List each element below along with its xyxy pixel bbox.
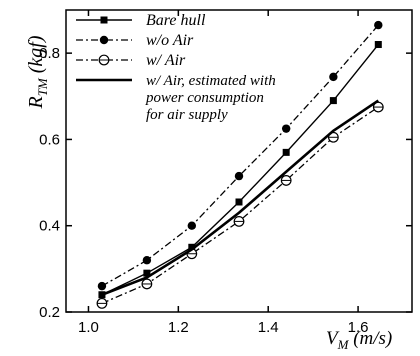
- legend-marker-0: [100, 16, 108, 24]
- series-1-point-2: [187, 221, 197, 230]
- series-2-point-1: [141, 278, 153, 290]
- ticks: 1.0 1.2 1.4 1.6 0.2 0.4 0.6 0.8: [39, 10, 412, 336]
- series-1-point-0: [97, 281, 107, 291]
- series-2-point-3: [233, 215, 245, 227]
- y-tick-label-3: 0.8: [39, 45, 60, 62]
- series-1-point-6: [374, 20, 383, 30]
- legend-label-3-line-1: power consumption: [145, 90, 264, 106]
- legend-marker-2: [98, 54, 110, 66]
- legend-label-0: Bare hull: [146, 12, 206, 29]
- x-tick-label-3: 1.6: [348, 319, 369, 336]
- series-1-point-4: [281, 124, 291, 133]
- y-tick-label-0: 0.2: [39, 304, 60, 321]
- series-1-point-3: [234, 171, 244, 181]
- series-1-point-1: [142, 256, 152, 265]
- series-1-point-5: [329, 72, 338, 82]
- series-2-point-0: [96, 297, 108, 309]
- x-tick-label-1: 1.2: [168, 319, 189, 336]
- series-0-point-1: [143, 269, 151, 277]
- legend-label-3-line-2: for air supply: [146, 107, 228, 123]
- legend-label-2: w/ Air: [146, 52, 186, 69]
- y-axis-label: RTM (kgf): [25, 35, 50, 109]
- series-0-point-4: [282, 148, 290, 156]
- legend-marker-1: [99, 35, 109, 45]
- series-2-point-4: [280, 175, 292, 186]
- y-tick-label-1: 0.4: [39, 218, 60, 235]
- legend-label-3-line-0: w/ Air, estimated with: [146, 73, 276, 89]
- series-0-point-2: [188, 243, 196, 251]
- series-line-3: [101, 99, 380, 296]
- x-axis-label: VM (m/s): [326, 328, 392, 352]
- legend-label-3: w/ Air, estimated with power consumption f…: [145, 73, 276, 123]
- series-0-point-3: [235, 198, 243, 206]
- series-layer: [96, 20, 384, 309]
- legend: Bare hull w/o Air w/ Air w/ Air, estimated …: [76, 12, 276, 123]
- series-line-1: [101, 24, 379, 287]
- legend-label-1: w/o Air: [146, 32, 194, 49]
- series-0-point-5: [329, 97, 337, 105]
- series-2-point-6: [372, 101, 384, 113]
- x-tick-label-0: 1.0: [78, 319, 99, 336]
- plot-frame: [65, 9, 413, 313]
- y-tick-label-2: 0.6: [39, 131, 60, 148]
- series-0-point-6: [374, 41, 382, 49]
- x-tick-label-2: 1.4: [258, 319, 279, 336]
